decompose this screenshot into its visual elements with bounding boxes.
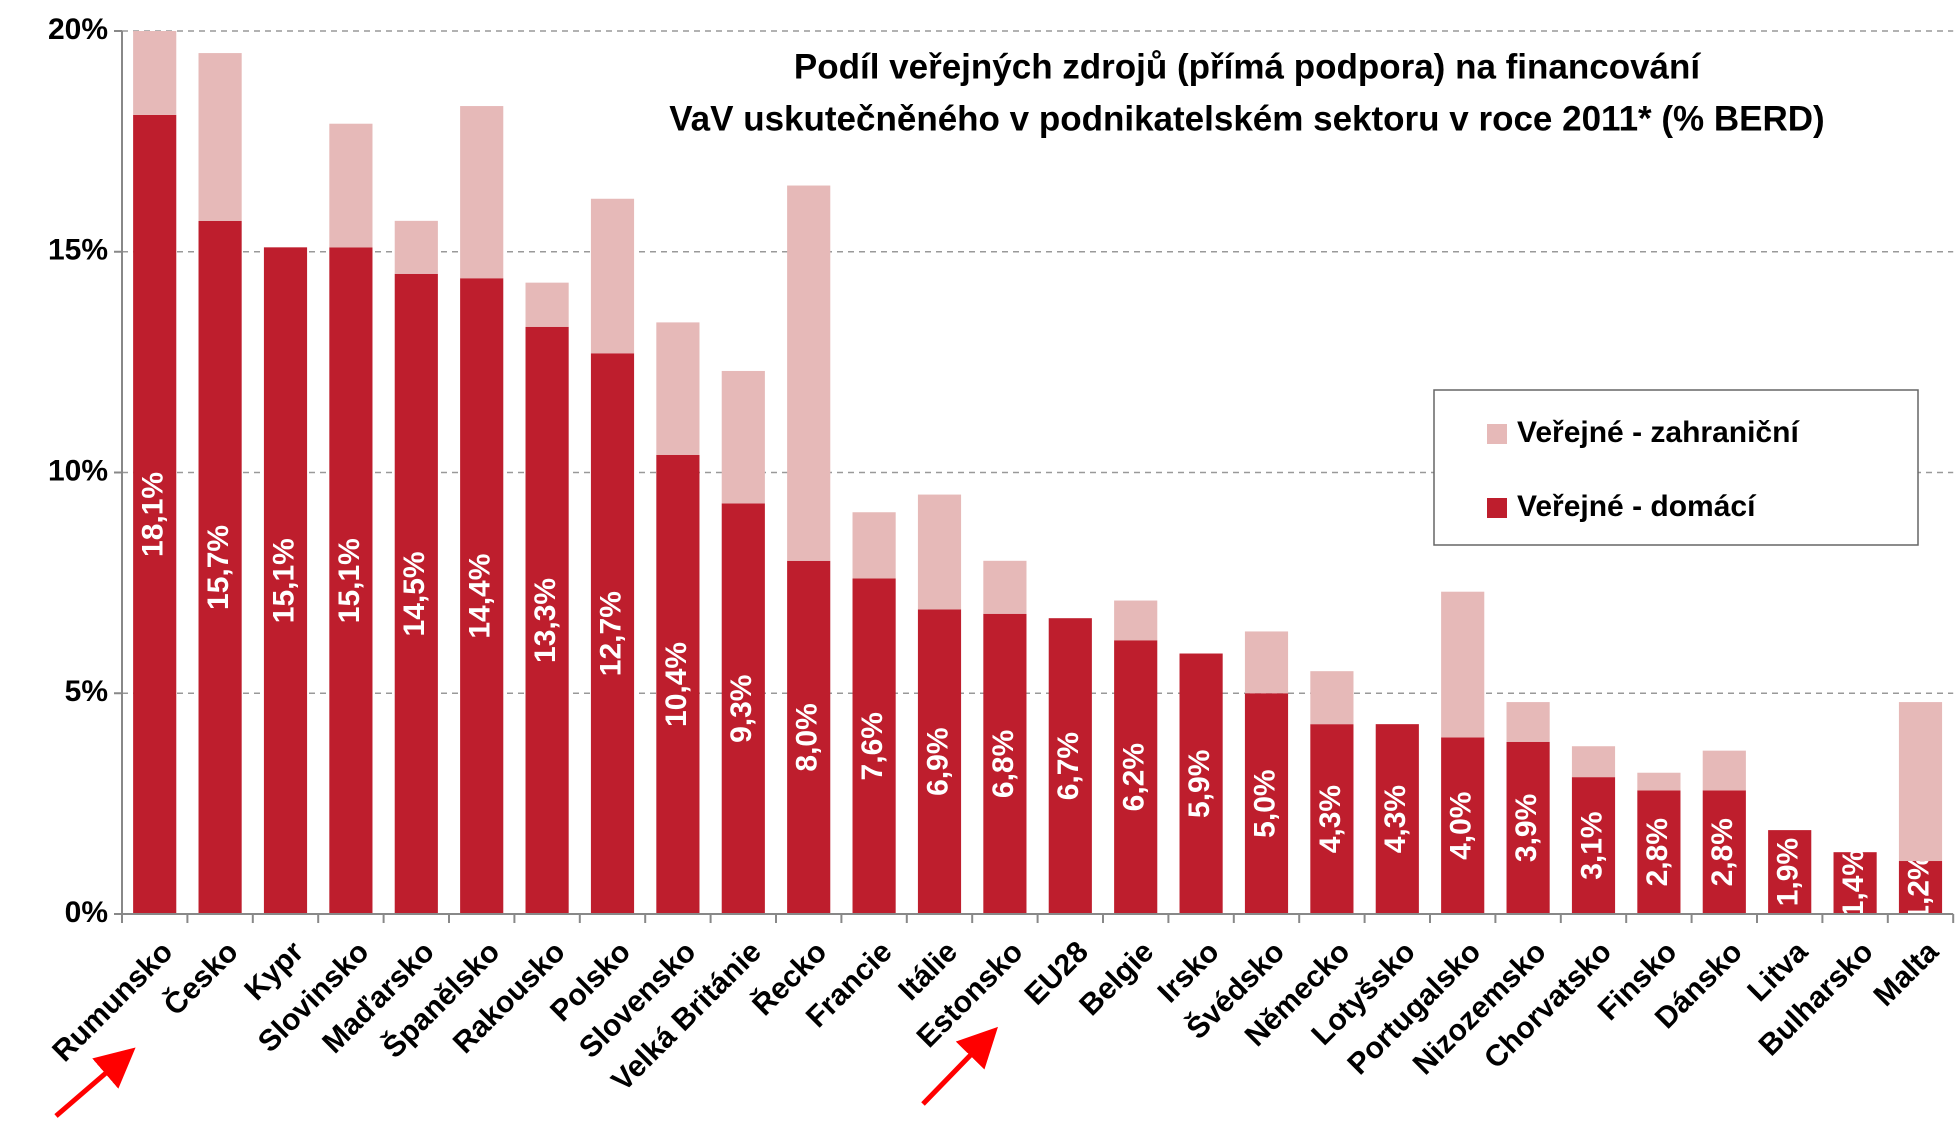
bar-segment (787, 185, 831, 561)
bar-segment (133, 31, 177, 115)
bar-segment (1310, 671, 1354, 725)
value-label: 6,8% (987, 730, 1020, 798)
bar-segment (656, 454, 700, 914)
bar-segment (1375, 724, 1419, 914)
value-label: 2,8% (1641, 818, 1674, 886)
value-label: 2,8% (1706, 818, 1739, 886)
bar-segment (1571, 746, 1616, 778)
bar-segment (1702, 750, 1746, 791)
legend-swatch (1487, 424, 1507, 444)
bar-segment (852, 512, 896, 579)
bar-segment (1114, 640, 1158, 914)
bar-segment (1441, 737, 1485, 914)
bar-segment (721, 370, 765, 504)
value-label: 4,3% (1314, 785, 1347, 853)
value-label: 1,9% (1772, 838, 1805, 906)
bar-segment (525, 282, 569, 327)
bar-segment (198, 53, 242, 221)
bar-segment (1244, 631, 1289, 694)
value-label: 5,0% (1248, 769, 1281, 837)
bar-segment (917, 609, 962, 914)
arrow (921, 1026, 998, 1106)
legend-label: Veřejné - zahraniční (1517, 416, 1800, 449)
bar-segment (263, 247, 308, 914)
chart-title: VaV uskutečněného v podnikatelském sekto… (669, 99, 1824, 138)
bar-segment (721, 503, 765, 914)
bar-segment (329, 247, 373, 914)
bar-segment (394, 220, 438, 274)
value-label: 1,4% (1837, 849, 1870, 917)
x-tick-label: Belgie (1073, 935, 1160, 1022)
bar-segment (133, 114, 177, 914)
value-label: 14,5% (398, 551, 431, 636)
value-label: 8,0% (791, 703, 824, 771)
value-label: 6,9% (921, 727, 954, 795)
bar-segment (983, 560, 1027, 614)
value-label: 18,1% (137, 472, 170, 557)
y-tick-label: 0% (65, 896, 108, 929)
bar-segment (590, 353, 635, 914)
arrow (54, 1047, 136, 1118)
value-label: 12,7% (594, 591, 627, 676)
chart-title: Podíl veřejných zdrojů (přímá podpora) n… (794, 47, 1702, 86)
value-label: 15,1% (333, 538, 366, 623)
y-tick-label: 15% (48, 234, 108, 267)
value-label: 4,0% (1445, 792, 1478, 860)
value-label: 15,7% (202, 525, 235, 610)
legend-swatch (1487, 498, 1507, 518)
value-label: 3,1% (1575, 811, 1608, 879)
y-tick-label: 10% (48, 454, 108, 487)
y-tick-label: 20% (48, 13, 108, 46)
value-label: 3,9% (1510, 794, 1543, 862)
bar-segment (852, 578, 896, 914)
bar-segment (1702, 790, 1746, 914)
value-label: 4,3% (1379, 785, 1412, 853)
bar-segment (198, 220, 242, 915)
legend-label: Veřejné - domácí (1517, 490, 1757, 523)
y-tick-label: 5% (65, 675, 108, 708)
bar-segment (525, 326, 569, 914)
bar-segment (1768, 830, 1812, 914)
bar-segment (1506, 702, 1550, 742)
bar-segment (1833, 852, 1877, 914)
bar-segment (1571, 777, 1616, 914)
value-label: 1,2% (1902, 853, 1935, 921)
x-tick-label: Malta (1867, 935, 1945, 1013)
bar-segment (1637, 772, 1681, 791)
bar-segment (983, 613, 1027, 914)
value-label: 5,9% (1183, 750, 1216, 818)
bar-segment (917, 494, 962, 610)
bar-segment (1114, 600, 1158, 641)
value-label: 6,7% (1052, 732, 1085, 800)
bar-segment (1506, 741, 1550, 914)
value-label: 10,4% (660, 642, 693, 727)
value-label: 9,3% (725, 675, 758, 743)
bar-segment (590, 198, 635, 354)
bar-segment (460, 278, 504, 914)
bar-segment (787, 560, 831, 914)
bar-segment (1441, 591, 1485, 738)
bar-segment (1179, 653, 1223, 914)
bar-segment (1637, 790, 1681, 914)
value-label: 6,2% (1118, 743, 1151, 811)
value-label: 7,6% (856, 712, 889, 780)
bar-segment (1898, 861, 1943, 914)
bar-segment (1244, 693, 1289, 914)
value-label: 13,3% (529, 578, 562, 663)
bar-segment (329, 123, 373, 248)
bar-segment (460, 106, 504, 279)
bar-segment (394, 273, 438, 914)
x-tick-label: Česko (157, 935, 245, 1023)
bar-segment (1048, 618, 1092, 914)
bar-segment (656, 322, 700, 455)
value-label: 15,1% (267, 538, 300, 623)
value-label: 14,4% (464, 554, 497, 639)
legend-box (1433, 389, 1919, 546)
bar-segment (1898, 702, 1943, 862)
bar-segment (1310, 724, 1354, 914)
